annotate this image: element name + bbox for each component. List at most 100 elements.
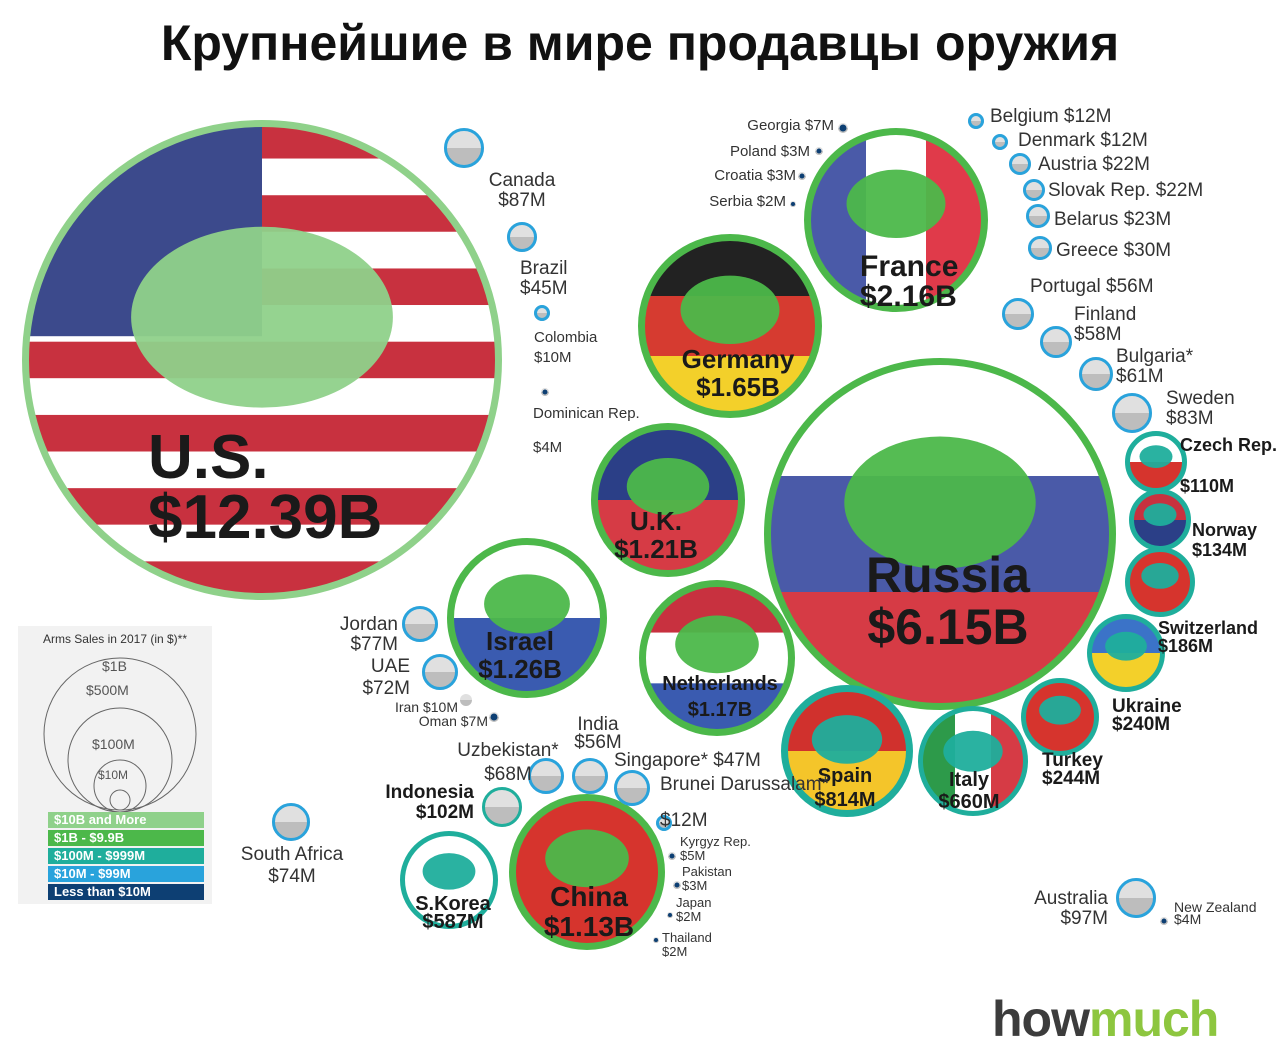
bubble-japan: Japan$2M [667,895,711,924]
bubble-country-label: New Zealand [1174,899,1257,915]
bubble-value-label: $87M [498,190,546,211]
bubble-value-label: $102M [416,802,474,823]
bubble-country-label: Belarus $23M [1054,209,1171,230]
bubble-country-label: Slovak Rep. $22M [1048,180,1203,201]
bubble-pakistan: Pakistan$3M [673,864,732,893]
bubble-belgium: Belgium $12M [968,106,1111,129]
bubble-country-label: U.K. [630,506,682,536]
bubble-indonesia: Indonesia$102M [385,782,522,827]
bubble-country-label: Austria $22M [1038,154,1150,175]
legend-ring-label: $1B [102,658,127,674]
bubble-georgia: Georgia $7M [747,117,848,134]
brand-logo: howmuch [992,990,1219,1048]
bubble-country-label: India [577,714,619,735]
bubble-india: India$56M [572,714,622,794]
bubble-country-label: S.Korea [415,893,491,915]
bubble-value-label: $5M [680,848,705,863]
bubble-value-label: $2M [662,944,687,959]
bubble-netherlands: Netherlands $1.17B [639,580,795,736]
bubble-value-label: $61M [1116,366,1164,387]
bubble-country-label: Jordan [340,614,398,635]
bubble-israel: Israel$1.26B [447,538,607,698]
bubble-value-label: $1.21B [614,534,698,564]
bubble-value-label: $110M [1180,476,1234,496]
bubble-croatia: Croatia $3M [714,167,806,184]
bubble-u-s: U.S.$12.39B [22,120,502,600]
bubble-jordan: Jordan$77M [340,606,438,655]
legend: Arms Sales in 2017 (in $)** $1B $500M $1… [18,626,212,904]
bubble-brazil: Brazil$45M [507,222,568,299]
bubble-value-label: $814M [814,789,875,811]
bubble-australia: Australia$97M [1034,878,1156,929]
bubble-turkey: Turkey$244M [1021,678,1103,789]
bubble-poland: Poland $3M [730,143,823,160]
bubble-uzbekistan: Uzbekistan* $68M [457,740,564,794]
bubble-country-label: Spain [818,765,872,787]
legend-ring-label: $10M [98,768,129,782]
legend-tier: $100M - $999M [48,848,204,864]
bubble-country-label: Greece $30M [1056,240,1171,261]
bubble-country-label: Canada [489,170,556,191]
bubble-value-label: $660M [938,791,999,813]
bubble-country-label: Netherlands [662,673,778,695]
bubble-country-label: Denmark $12M [1018,130,1148,151]
bubble-bulgaria: Bulgaria*$61M [1079,346,1194,391]
bubble-brunei-darussalam: Brunei Darussalam* $12M [656,774,830,831]
brand-part: much [1088,991,1219,1047]
bubble-country-label: Norway [1192,520,1257,540]
bubble-value-label: $1.26B [478,654,562,684]
bubble-canada: Canada$87M [444,128,556,211]
bubble-slovak-rep: Slovak Rep. $22M [1023,179,1203,201]
bubble-country-label: China [550,881,628,912]
bubble-finland: Finland$58M [1040,304,1136,358]
bubble-spain: Spain$814M [781,685,913,817]
bubble-country-label: Serbia $2M [709,193,786,210]
bubble-country-label: Czech Rep. [1180,435,1277,455]
legend-tier: $1B - $9.9B [48,830,204,846]
bubble-country-label: Japan [676,895,711,910]
bubble-value-label: $4M [533,439,562,456]
bubble-country-label: Kyrgyz Rep. [680,834,751,849]
bubble-czech-rep: Czech Rep. $110M [1125,431,1277,496]
bubble-country-label: Brunei Darussalam* [660,774,830,795]
bubble-country-label: Australia [1034,888,1108,909]
bubble-portugal: Portugal $56M [1002,276,1154,330]
bubble-value-label: $186M [1158,636,1213,656]
page-title: Крупнейшие в мире продавцы оружия [160,15,1120,71]
bubble-value-label: $68M [484,764,532,785]
bubble-singapore: Singapore* $47M [614,750,761,806]
bubble-value-label: $72M [362,678,410,699]
bubble-country-label: Georgia $7M [747,117,834,134]
bubble-value-label: $97M [1060,908,1108,929]
bubble-s-korea: S.Korea$587M [400,831,498,933]
bubble-value-label: $244M [1042,768,1100,789]
bubble-uae: UAE$72M [362,654,458,699]
bubble-dominican-rep: Dominican Rep. $4M [533,388,640,456]
legend-tier: $10M - $99M [48,866,204,882]
bubble-country-label: France [860,250,958,283]
bubble-country-label: Uzbekistan* [457,740,559,761]
legend-ring-label: $500M [86,682,129,698]
bubble-iran: Iran $10M [395,694,472,715]
bubble-country-label: Oman $7M [419,713,488,729]
bubble-country-label: U.S. [148,423,269,492]
bubble-country-label: Dominican Rep. [533,405,640,422]
bubble-value-label: $77M [350,634,398,655]
bubble-denmark: Denmark $12M [992,130,1148,151]
bubble-value-label: $2.16B [860,280,957,313]
bubble-value-label: $58M [1074,324,1122,345]
bubble-country-label: Turkey [1042,750,1103,771]
bubble-country-label: Switzerland [1158,618,1258,638]
bubble-country-label: Colombia [534,329,598,346]
bubble-value-label: $6.15B [867,599,1028,655]
bubble-value-label: $1.13B [544,911,634,942]
bubble-country-label: Indonesia [385,782,474,803]
bubble-germany: Germany$1.65B [638,234,822,418]
bubble-value-label: $83M [1166,408,1214,429]
bubble-oman: Oman $7M [419,712,499,729]
bubble-value-label: $1.17B [688,699,753,721]
bubble-russia: Russia$6.15B [764,358,1116,710]
bubble-country-label: UAE [371,656,410,677]
bubble-country-label: Russia [866,547,1031,603]
bubble-kyrgyz-rep: Kyrgyz Rep.$5M [668,834,751,863]
